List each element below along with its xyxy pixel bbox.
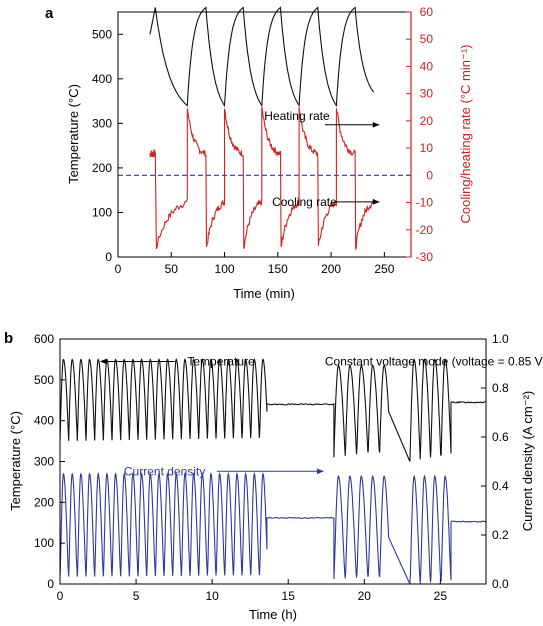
panel-a-x-tick-label: 150 [268,262,288,276]
temperature-series-label: Temperature [187,354,255,368]
panel-a-left-tick-label: 500 [92,27,112,41]
panel-b: b 0 5 10 15 20 25 0 100 200 300 400 500 600 0.0 0.2 0.4… [4,330,543,622]
panel-b-x-tick-label: 5 [133,589,140,603]
heating-rate-label: Heating rate [264,109,330,123]
panel-b-left-axis-label: Temperature (°C) [8,411,23,511]
panel-b-x-tick-label: 10 [205,589,219,603]
panel-b-letter: b [4,330,13,347]
panel-a-left-tick-label: 100 [92,205,112,219]
panel-b-right-tick-label: 0.2 [492,528,509,542]
panel-a-right-axis-label: Cooling/heating rate (°C min⁻¹) [458,45,473,224]
panel-a-left-tick-label: 300 [92,116,112,130]
panel-b-left-tick-label: 500 [34,373,54,387]
panel-a-left-tick-label: 0 [105,250,112,264]
panel-a-axes: 0 50 100 150 200 2500100200300400500-30-20-10… [92,5,433,276]
panel-a-x-tick-label: 200 [321,262,341,276]
panel-a-x-tick-label: 0 [115,262,122,276]
panel-b-right-axis-label: Current density (A cm⁻²) [520,391,535,532]
panel-a-right-tick-label: -10 [416,196,434,210]
panel-b-plot-area [59,358,487,585]
panel-a-x-tick-label: 50 [165,262,179,276]
panel-a-plot-area [118,6,411,250]
panel-a-left-tick-label: 200 [92,161,112,175]
panel-a-left-axis-label: Temperature (°C) [66,84,81,184]
panel-b-axes: 0 5 10 15 20 25 0 100 200 300 400 500 600 0.0 0.2 0.4 0.… [34,332,509,603]
panel-b-left-tick-label: 100 [34,536,54,550]
panel-b-left-tick-label: 0 [47,577,54,591]
panel-a-right-tick-label: 10 [420,141,434,155]
panel-a-right-tick-label: 50 [420,32,434,46]
current-density-series-label: Current density [124,464,205,478]
panel-b-annotations: Temperature Constant voltage mode (volta… [99,354,543,478]
rate-series-line [149,106,375,250]
panel-a-x-axis-label: Time (min) [233,286,295,301]
panel-a-letter: a [45,5,54,22]
panel-a-x-tick-label: 100 [215,262,235,276]
panel-b-right-tick-label: 0.4 [492,479,509,493]
panel-b-x-tick-label: 0 [57,589,64,603]
panel-a-x-tick-label: 250 [374,262,394,276]
panel-b-left-tick-label: 300 [34,455,54,469]
panel-b-left-tick-label: 400 [34,414,54,428]
panel-a-right-tick-label: 30 [420,87,434,101]
panel-b-x-axis-label: Time (h) [249,607,297,622]
panel-b-left-tick-label: 600 [34,332,54,346]
panel-b-right-tick-label: 0.0 [492,577,509,591]
panel-b-x-tick-label: 25 [434,589,448,603]
cooling-rate-label: Cooling rate [272,195,337,209]
panel-b-x-tick-label: 20 [358,589,372,603]
constant-voltage-mode-label: Constant voltage mode (voltage = 0.85 V) [325,354,543,368]
panel-b-x-tick-label: 15 [282,589,296,603]
panel-a: a 0 50 100 150 200 2500100200300400500-30-20-… [45,5,473,301]
temperature-series-line [59,358,487,462]
panel-b-right-tick-label: 1.0 [492,332,509,346]
panel-a-right-tick-label: 0 [426,168,433,182]
panel-b-left-tick-label: 200 [34,495,54,509]
panel-a-annotations: Heating rate Cooling rate [264,109,380,209]
panel-b-frame [59,338,487,585]
panel-a-right-tick-label: 20 [420,114,434,128]
panel-a-right-tick-label: -20 [416,223,434,237]
current-density-series-line [59,471,487,585]
panel-a-left-tick-label: 400 [92,72,112,86]
panel-a-right-tick-label: 40 [420,59,434,73]
panel-b-right-tick-label: 0.8 [492,381,509,395]
panel-a-right-tick-label: -30 [416,250,434,264]
temperature-series-line [149,6,375,108]
panel-a-right-tick-label: 60 [420,5,434,19]
panel-b-right-tick-label: 0.6 [492,430,509,444]
